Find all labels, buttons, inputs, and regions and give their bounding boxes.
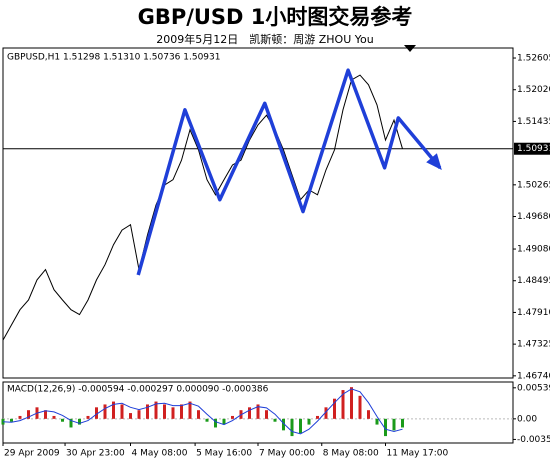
macd-bar [188, 401, 192, 419]
macd-bar [171, 407, 175, 419]
macd-bar [290, 418, 294, 437]
y-tick-label: 1.47910 [517, 308, 550, 318]
x-tick-label: 8 May 08:00 [323, 449, 379, 459]
macd-bar [129, 413, 132, 419]
y-tick-label: 1.49080 [517, 245, 550, 255]
macd-bar [69, 418, 73, 428]
macd-bar [256, 404, 260, 419]
price-label: GBPUSD,H1 1.51298 1.51310 1.50736 1.5093… [7, 53, 220, 63]
macd-label: MACD(12,26,9) -0.000594 -0.000297 0.0000… [7, 385, 269, 395]
macd-bar [197, 410, 200, 419]
y-tick-label: 1.50265 [517, 180, 550, 190]
macd-bar [78, 418, 81, 425]
macd-bar [307, 418, 311, 425]
subtitle: 2009年5月12日 凯斯顿：周游 ZHOU You [156, 32, 373, 46]
macd-bar [375, 418, 379, 425]
macd-bar [384, 418, 387, 437]
price-line [2, 74, 403, 341]
macd-bar [248, 407, 251, 419]
macd-bar [282, 418, 285, 431]
x-tick-label: 11 May 17:00 [387, 449, 449, 459]
macd-bar [10, 418, 13, 422]
x-tick-label: 7 May 00:00 [259, 449, 315, 459]
shift-marker [404, 45, 416, 52]
macd-bar [52, 415, 56, 419]
macd-bar [146, 404, 149, 419]
macd-bar [112, 401, 115, 419]
price-frame [2, 47, 514, 379]
y-tick-label: -0.00358 [517, 435, 550, 445]
signal-line [2, 388, 403, 435]
y-tick-label: 0.00539 [517, 383, 550, 393]
macd-bar [222, 418, 226, 425]
macd-bar [392, 418, 396, 431]
macd-bar [367, 410, 370, 419]
y-tick-label: 0.00 [517, 414, 537, 424]
y-tick-label: 1.52020 [517, 85, 550, 95]
macd-bar [316, 415, 319, 419]
macd-bar [358, 395, 362, 419]
macd-bar [350, 387, 353, 419]
macd-bar [44, 410, 47, 419]
y-tick-label: 1.52605 [517, 54, 550, 64]
macd-bar [137, 410, 141, 419]
macd-bar [95, 407, 98, 419]
macd-bar [299, 418, 302, 434]
macd-bar [18, 415, 22, 419]
macd-bar [27, 410, 30, 419]
macd-bar [120, 404, 124, 419]
macd-bar [180, 404, 183, 419]
macd-bar [86, 415, 90, 419]
y-tick-label: 1.47325 [517, 340, 550, 350]
macd-bar [61, 418, 64, 422]
macd-bar [401, 418, 404, 428]
macd-bar [341, 390, 345, 419]
macd-bar [205, 418, 209, 422]
macd-bar [333, 398, 336, 419]
macd-bar [265, 410, 268, 419]
y-tick-label: 1.46740 [517, 371, 550, 381]
x-tick-label: 5 May 16:00 [196, 449, 252, 459]
macd-bar [231, 415, 234, 419]
y-tick-label: 1.48495 [517, 276, 550, 286]
zigzag [136, 68, 442, 276]
arrow-head [426, 153, 442, 171]
title: GBP/USD 1小时图交易参考 [138, 5, 413, 29]
y-tick-label: 1.49680 [517, 212, 550, 222]
x-tick-label: 29 Apr 2009 [4, 449, 60, 459]
macd-bar [273, 418, 277, 422]
x-tick-label: 4 May 08:00 [132, 449, 188, 459]
macd-bar [214, 418, 217, 428]
macd-bar [103, 404, 107, 419]
x-tick-label: 30 Apr 23:00 [66, 449, 125, 459]
macd-bar [163, 404, 166, 419]
y-tick-label: 1.51435 [517, 117, 550, 127]
current-price-box [514, 142, 550, 155]
current-price-label: 1.50931 [517, 144, 550, 154]
macd-bar [154, 401, 158, 419]
macd-bar [324, 407, 328, 419]
